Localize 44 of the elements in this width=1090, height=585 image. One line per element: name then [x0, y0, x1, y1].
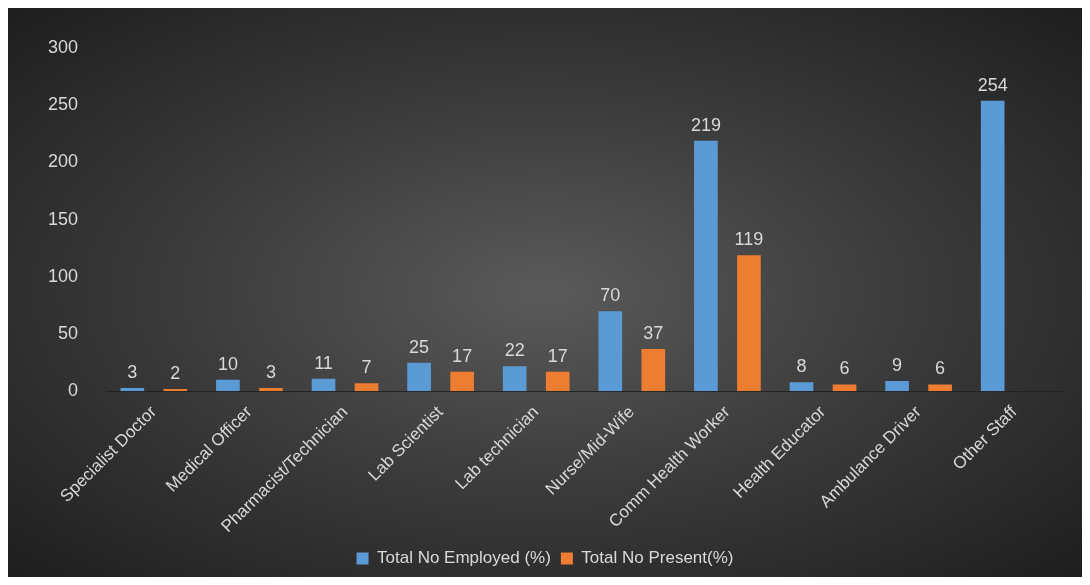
y-tick-label: 250 [47, 94, 79, 115]
data-label: 8 [796, 356, 807, 377]
y-tick-label: 50 [58, 323, 79, 344]
data-label: 17 [547, 345, 568, 366]
bar [641, 348, 666, 392]
bar [216, 379, 240, 392]
data-label: 6 [839, 358, 850, 379]
bar [737, 255, 761, 392]
data-label: 25 [409, 336, 430, 357]
data-label: 17 [452, 345, 473, 366]
bar [502, 366, 527, 392]
data-label: 2 [170, 362, 181, 383]
bar [407, 362, 431, 392]
legend-label: Total No Present(%) [581, 548, 734, 568]
bar [885, 381, 909, 392]
bar [545, 371, 570, 392]
bar [694, 140, 718, 392]
bar [450, 371, 474, 392]
data-label: 10 [217, 353, 238, 374]
bar [928, 384, 952, 392]
legend-label: Total No Employed (%) [377, 548, 551, 568]
bar [354, 383, 379, 392]
data-label: 6 [935, 358, 946, 379]
data-label: 7 [361, 357, 372, 378]
data-label: 119 [734, 229, 764, 250]
data-label: 70 [600, 285, 621, 306]
y-tick-label: 100 [47, 265, 79, 286]
bar [311, 378, 336, 392]
y-tick-label: 0 [68, 380, 79, 401]
bar [832, 384, 857, 392]
data-label: 22 [504, 340, 525, 361]
y-tick-label: 300 [47, 36, 79, 57]
y-tick-label: 200 [47, 151, 79, 172]
data-label: 219 [690, 114, 721, 135]
bar [598, 311, 623, 392]
bar [789, 382, 814, 392]
data-label: 3 [127, 361, 138, 382]
data-label: 254 [977, 74, 1008, 95]
data-label: 3 [265, 361, 276, 382]
bar [980, 100, 1005, 392]
y-tick-label: 150 [47, 208, 79, 229]
data-label: 37 [643, 322, 664, 343]
data-label: 9 [892, 354, 903, 375]
data-label: 11 [314, 352, 333, 373]
